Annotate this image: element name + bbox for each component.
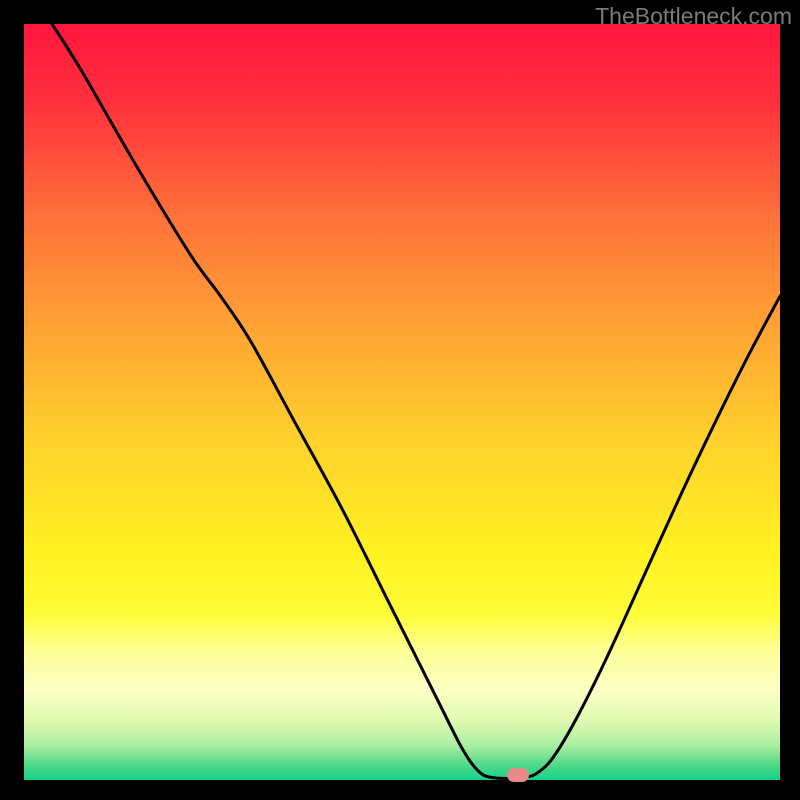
gradient-background bbox=[24, 24, 780, 780]
watermark-text: TheBottleneck.com bbox=[595, 3, 792, 30]
plot-area bbox=[24, 24, 780, 780]
optimal-point-marker bbox=[507, 768, 529, 782]
chart-canvas: TheBottleneck.com bbox=[0, 0, 800, 800]
